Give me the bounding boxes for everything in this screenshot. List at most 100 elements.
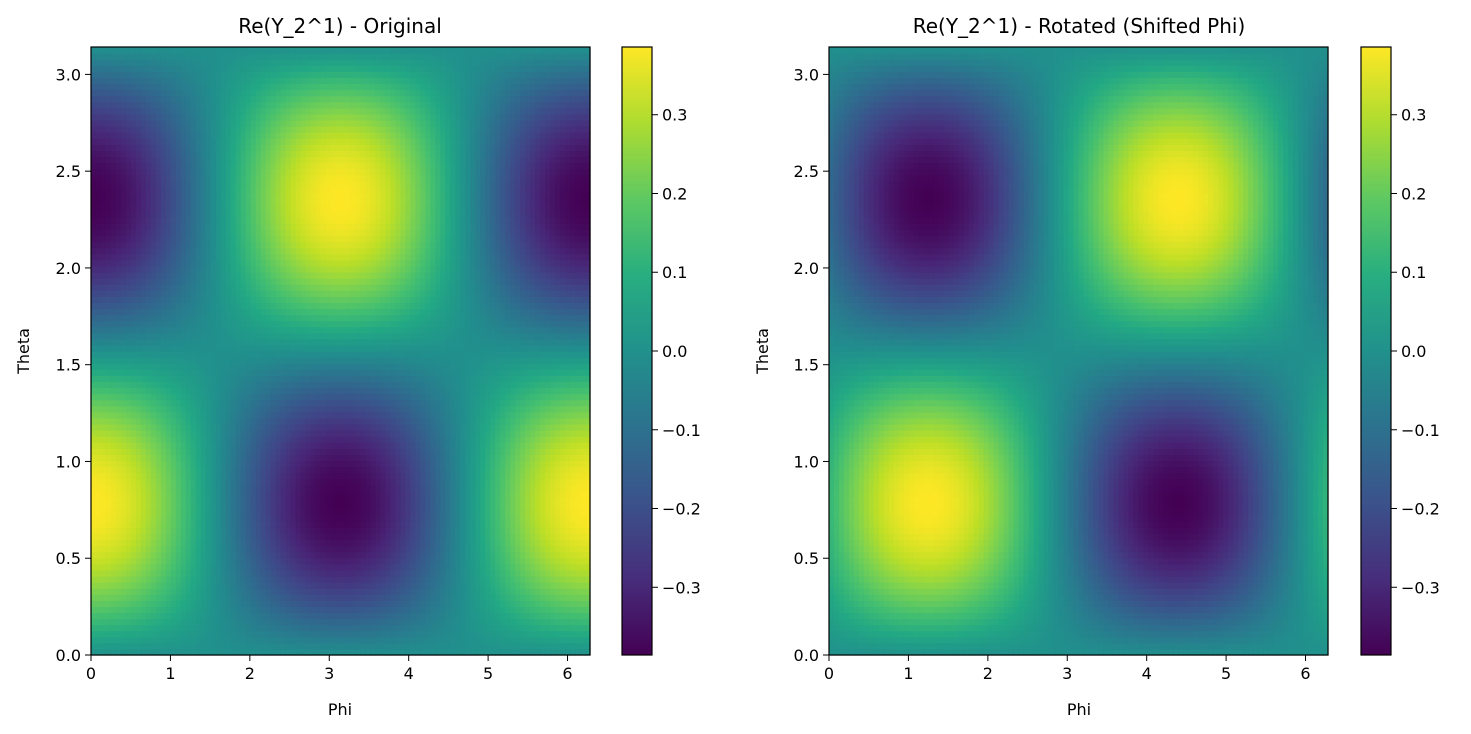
heatmap-cell bbox=[450, 400, 456, 407]
heatmap-cell bbox=[580, 521, 586, 528]
heatmap-cell bbox=[370, 588, 376, 595]
heatmap-cell bbox=[420, 381, 426, 388]
heatmap-cell bbox=[331, 558, 337, 565]
heatmap-cell bbox=[246, 497, 252, 504]
heatmap-cell bbox=[500, 576, 506, 583]
heatmap-cell bbox=[485, 363, 491, 370]
heatmap-cell bbox=[106, 625, 112, 632]
heatmap-cell bbox=[166, 539, 172, 546]
heatmap-cell bbox=[505, 363, 511, 370]
heatmap-cell bbox=[565, 430, 571, 437]
heatmap-cell bbox=[540, 363, 546, 370]
heatmap-cell bbox=[131, 436, 137, 443]
heatmap-cell bbox=[216, 558, 222, 565]
heatmap-cell bbox=[316, 588, 322, 595]
heatmap-cell bbox=[475, 606, 481, 613]
heatmap-cell bbox=[515, 424, 521, 431]
heatmap-cell bbox=[375, 418, 381, 425]
heatmap-cell bbox=[350, 369, 356, 376]
heatmap-cell bbox=[375, 400, 381, 407]
heatmap-cell bbox=[316, 594, 322, 601]
heatmap-cell bbox=[161, 515, 167, 522]
heatmap-cell bbox=[141, 643, 147, 650]
heatmap-cell bbox=[131, 588, 137, 595]
heatmap-cell bbox=[171, 454, 177, 461]
heatmap-cell bbox=[291, 515, 297, 522]
heatmap-cell bbox=[166, 418, 172, 425]
heatmap-cell bbox=[181, 418, 187, 425]
heatmap-cell bbox=[490, 552, 496, 559]
heatmap-cell bbox=[266, 600, 272, 607]
heatmap-cell bbox=[176, 406, 182, 413]
heatmap-cell bbox=[116, 594, 122, 601]
heatmap-cell bbox=[535, 527, 541, 534]
heatmap-cell bbox=[515, 558, 521, 565]
heatmap-cell bbox=[166, 576, 172, 583]
heatmap-cell bbox=[500, 430, 506, 437]
heatmap-cell bbox=[350, 600, 356, 607]
heatmap-cell bbox=[510, 387, 516, 394]
heatmap-cell bbox=[580, 546, 586, 553]
heatmap-cell bbox=[370, 400, 376, 407]
heatmap-cell bbox=[226, 521, 232, 528]
heatmap-cell bbox=[510, 442, 516, 449]
heatmap-cell bbox=[425, 643, 431, 650]
heatmap-cell bbox=[91, 539, 97, 546]
heatmap-cell bbox=[570, 381, 576, 388]
heatmap-cell bbox=[206, 600, 212, 607]
heatmap-cell bbox=[520, 448, 526, 455]
heatmap-cell bbox=[286, 588, 292, 595]
heatmap-cell bbox=[196, 625, 202, 632]
heatmap-cell bbox=[201, 619, 207, 626]
heatmap-cell bbox=[256, 473, 262, 480]
heatmap-cell bbox=[450, 552, 456, 559]
heatmap-cell bbox=[530, 606, 536, 613]
heatmap-cell bbox=[385, 570, 391, 577]
heatmap-cell bbox=[266, 606, 272, 613]
heatmap-cell bbox=[191, 357, 197, 364]
heatmap-cell bbox=[485, 479, 491, 486]
heatmap-cell bbox=[535, 491, 541, 498]
heatmap-cell bbox=[450, 375, 456, 382]
heatmap-cell bbox=[520, 631, 526, 638]
heatmap-cell bbox=[345, 600, 351, 607]
heatmap-cell bbox=[316, 527, 322, 534]
heatmap-cell bbox=[261, 588, 267, 595]
heatmap-cell bbox=[445, 381, 451, 388]
heatmap-cell bbox=[281, 387, 287, 394]
heatmap-cell bbox=[256, 625, 262, 632]
heatmap-cell bbox=[296, 606, 302, 613]
heatmap-cell bbox=[96, 436, 102, 443]
heatmap-cell bbox=[410, 406, 416, 413]
heatmap-cell bbox=[296, 576, 302, 583]
heatmap-cell bbox=[575, 424, 581, 431]
heatmap-cell bbox=[216, 436, 222, 443]
heatmap-cell bbox=[156, 539, 162, 546]
heatmap-cell bbox=[495, 643, 501, 650]
heatmap-cell bbox=[311, 509, 317, 516]
heatmap-cell bbox=[286, 643, 292, 650]
heatmap-cell bbox=[410, 491, 416, 498]
heatmap-cell bbox=[435, 381, 441, 388]
heatmap-cell bbox=[435, 424, 441, 431]
heatmap-cell bbox=[345, 406, 351, 413]
heatmap-cell bbox=[505, 552, 511, 559]
heatmap-cell bbox=[485, 509, 491, 516]
heatmap-cell bbox=[316, 369, 322, 376]
heatmap-cell bbox=[345, 424, 351, 431]
heatmap-cell bbox=[505, 588, 511, 595]
heatmap-cell bbox=[151, 600, 157, 607]
heatmap-cell bbox=[450, 473, 456, 480]
heatmap-cell bbox=[331, 381, 337, 388]
heatmap-cell bbox=[326, 552, 332, 559]
heatmap-cell bbox=[151, 454, 157, 461]
heatmap-cell bbox=[96, 546, 102, 553]
heatmap-cell bbox=[336, 612, 342, 619]
heatmap-cell bbox=[121, 503, 127, 510]
heatmap-cell bbox=[181, 357, 187, 364]
heatmap-cell bbox=[425, 515, 431, 522]
heatmap-cell bbox=[131, 515, 137, 522]
heatmap-cell bbox=[206, 625, 212, 632]
heatmap-cell bbox=[226, 436, 232, 443]
heatmap-cell bbox=[291, 582, 297, 589]
